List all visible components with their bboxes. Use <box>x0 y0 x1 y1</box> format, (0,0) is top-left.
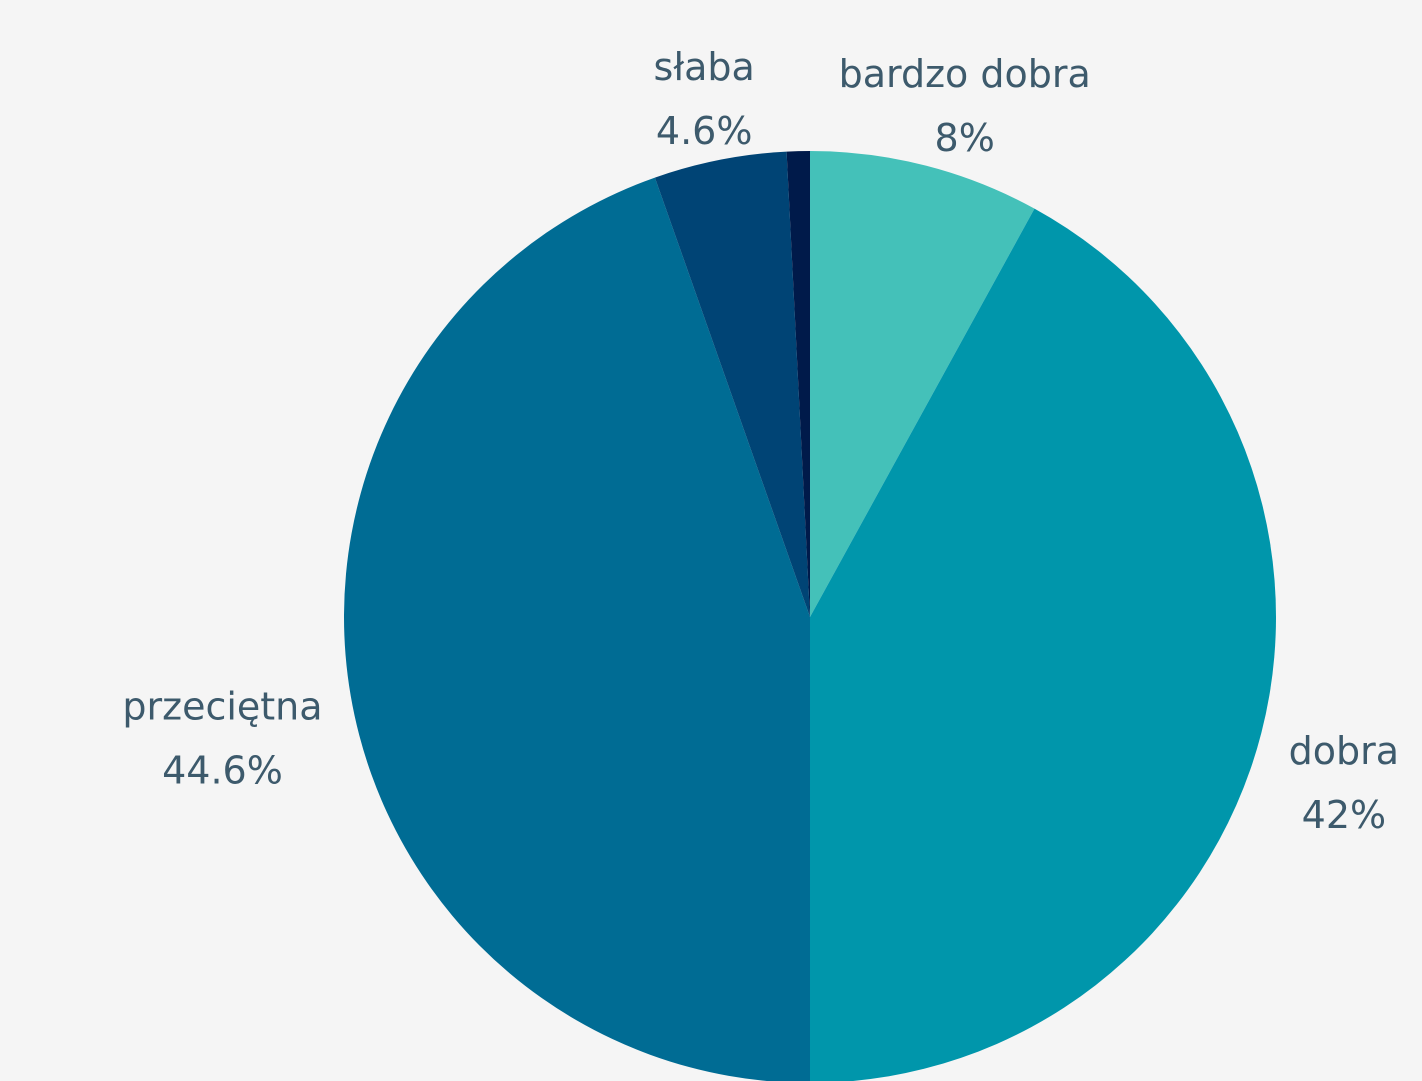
slice-value: 42% <box>1302 793 1386 837</box>
slice-value: 8% <box>935 116 995 160</box>
slice-label: dobra <box>1289 729 1399 773</box>
pie-slice <box>344 177 810 1081</box>
pie-slice <box>810 208 1277 1081</box>
pie-slice <box>654 151 810 618</box>
pie-slice <box>810 151 1035 617</box>
slice-label: przeciętna <box>122 684 322 728</box>
slice-value: 44.6% <box>162 748 283 792</box>
slice-value: 4.6% <box>656 109 753 153</box>
pie-slice <box>786 151 810 617</box>
slice-label: bardzo dobra <box>839 52 1091 96</box>
slice-label: słaba <box>654 45 755 89</box>
